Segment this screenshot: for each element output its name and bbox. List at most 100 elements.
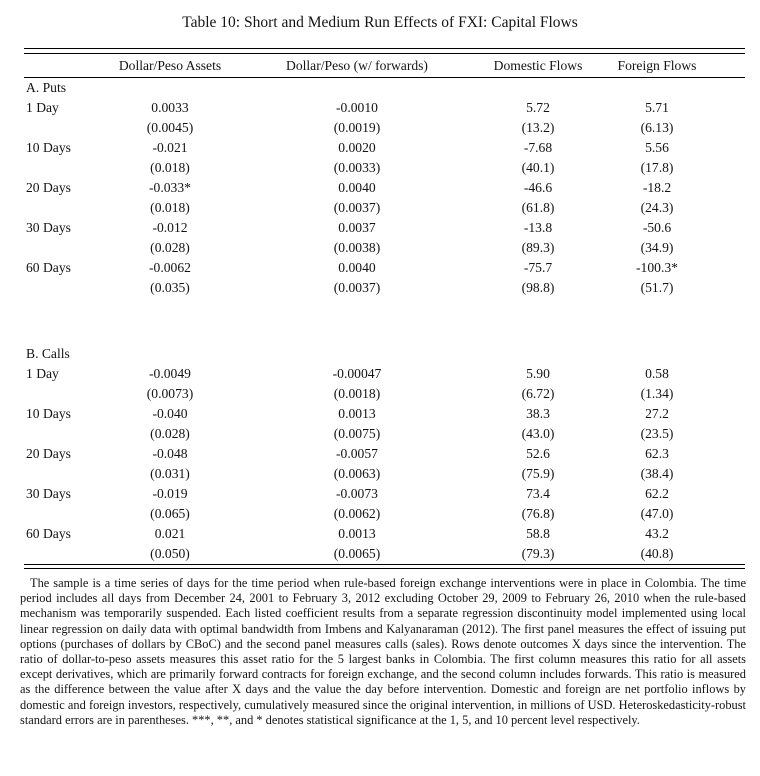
table-row: 10 Days -0.021 0.0020 -7.68 5.56	[24, 138, 745, 158]
table-row-se: (0.0045) (0.0019) (13.2) (6.13)	[24, 118, 745, 138]
se-cell: (0.0033)	[333, 159, 381, 175]
coef-cell: -18.2	[642, 179, 672, 195]
column-header-dollar-peso-forwards: Dollar/Peso (w/ forwards)	[286, 57, 428, 73]
coef-cell: 73.4	[526, 485, 550, 501]
se-cell: (47.0)	[640, 505, 674, 521]
coef-cell: -0.0073	[336, 485, 378, 501]
se-cell: (0.031)	[150, 465, 190, 481]
se-cell: (23.5)	[640, 425, 674, 441]
coef-cell: -100.3*	[636, 259, 678, 275]
coef-cell: -46.6	[523, 179, 553, 195]
table-row-se: (0.031) (0.0063) (75.9) (38.4)	[24, 464, 745, 484]
coef-cell: 0.0013	[338, 405, 376, 421]
se-cell: (0.0063)	[333, 465, 381, 481]
table-row: 1 Day 0.0033 -0.0010 5.72 5.71	[24, 98, 745, 118]
row-label: 60 Days	[26, 259, 71, 275]
se-cell: (79.3)	[521, 545, 555, 561]
coef-cell: -0.0057	[336, 445, 378, 461]
coef-cell: 0.0013	[338, 525, 376, 541]
se-cell: (76.8)	[521, 505, 555, 521]
coef-cell: -0.00047	[332, 365, 382, 381]
coef-cell: 58.8	[526, 525, 550, 541]
coef-cell: -0.012	[152, 219, 188, 235]
coef-cell: 43.2	[645, 525, 669, 541]
row-label: 20 Days	[26, 445, 71, 461]
table-row-se: (0.050) (0.0065) (79.3) (40.8)	[24, 544, 745, 564]
se-cell: (40.1)	[521, 159, 555, 175]
coef-cell: 5.72	[526, 99, 550, 115]
table-footnote: The sample is a time series of days for …	[20, 576, 746, 727]
coef-cell: -0.0010	[336, 99, 378, 115]
column-header-domestic-flows: Domestic Flows	[493, 57, 583, 73]
coef-cell: -13.8	[523, 219, 553, 235]
table-row: 20 Days -0.033* 0.0040 -46.6 -18.2	[24, 178, 745, 198]
table-row-se: (0.065) (0.0062) (76.8) (47.0)	[24, 504, 745, 524]
coef-cell: -0.0062	[149, 259, 191, 275]
column-header-foreign-flows: Foreign Flows	[617, 57, 697, 73]
column-header-dollar-peso-assets: Dollar/Peso Assets	[118, 57, 222, 73]
coef-cell: 38.3	[526, 405, 550, 421]
row-label: 60 Days	[26, 525, 71, 541]
coef-cell: 0.58	[645, 365, 669, 381]
coef-cell: 0.0040	[338, 259, 376, 275]
se-cell: (0.0037)	[333, 279, 381, 295]
coef-cell: -75.7	[523, 259, 553, 275]
coef-cell: 0.0020	[338, 139, 376, 155]
se-cell: (0.028)	[150, 239, 190, 255]
se-cell: (0.018)	[150, 199, 190, 215]
se-cell: (0.0019)	[333, 119, 381, 135]
coef-cell: -0.040	[152, 405, 188, 421]
table-row-se: (0.018) (0.0037) (61.8) (24.3)	[24, 198, 745, 218]
se-cell: (0.0038)	[333, 239, 381, 255]
se-cell: (0.028)	[150, 425, 190, 441]
row-label: 10 Days	[26, 139, 71, 155]
table-row-se: (0.0073) (0.0018) (6.72) (1.34)	[24, 384, 745, 404]
row-label: 20 Days	[26, 179, 71, 195]
coef-cell: 0.0037	[338, 219, 376, 235]
table-row-se: (0.018) (0.0033) (40.1) (17.8)	[24, 158, 745, 178]
se-cell: (0.0018)	[333, 385, 381, 401]
se-cell: (75.9)	[521, 465, 555, 481]
table-row-se: (0.035) (0.0037) (98.8) (51.7)	[24, 278, 745, 298]
se-cell: (0.065)	[150, 505, 190, 521]
table-row: 30 Days -0.012 0.0037 -13.8 -50.6	[24, 218, 745, 238]
table-10: Dollar/Peso Assets Dollar/Peso (w/ forwa…	[24, 48, 745, 569]
se-cell: (6.72)	[521, 385, 555, 401]
coef-cell: 5.71	[645, 99, 669, 115]
coef-cell: -0.019	[152, 485, 188, 501]
panel-label: A. Puts	[26, 79, 67, 95]
coef-cell: 62.3	[645, 445, 669, 461]
se-cell: (0.0073)	[146, 385, 194, 401]
se-cell: (0.018)	[150, 159, 190, 175]
row-label: 1 Day	[26, 365, 59, 381]
row-label: 30 Days	[26, 219, 71, 235]
coef-cell: -0.048	[152, 445, 188, 461]
se-cell: (0.0045)	[146, 119, 194, 135]
coef-cell: 27.2	[645, 405, 669, 421]
bottom-double-rule	[24, 563, 745, 569]
coef-cell: 62.2	[645, 485, 669, 501]
coef-cell: -7.68	[523, 139, 553, 155]
se-cell: (51.7)	[640, 279, 674, 295]
se-cell: (0.0062)	[333, 505, 381, 521]
header-rule	[24, 76, 745, 78]
table-row: 60 Days -0.0062 0.0040 -75.7 -100.3*	[24, 258, 745, 278]
se-cell: (0.0075)	[333, 425, 381, 441]
se-cell: (24.3)	[640, 199, 674, 215]
se-cell: (1.34)	[640, 385, 674, 401]
coef-cell: 52.6	[526, 445, 550, 461]
coef-cell: -0.033*	[149, 179, 191, 195]
table-body: A. Puts 1 Day 0.0033 -0.0010 5.72 5.71 (0.0045…	[24, 78, 745, 564]
row-label: 1 Day	[26, 99, 59, 115]
se-cell: (34.9)	[640, 239, 674, 255]
panel-label: B. Calls	[26, 345, 70, 361]
se-cell: (13.2)	[521, 119, 555, 135]
coef-cell: 5.90	[526, 365, 550, 381]
table-row: 30 Days -0.019 -0.0073 73.4 62.2	[24, 484, 745, 504]
coef-cell: 5.56	[645, 139, 669, 155]
coef-cell: -50.6	[642, 219, 672, 235]
coef-cell: 0.021	[154, 525, 186, 541]
coef-cell: -0.021	[152, 139, 188, 155]
se-cell: (17.8)	[640, 159, 674, 175]
